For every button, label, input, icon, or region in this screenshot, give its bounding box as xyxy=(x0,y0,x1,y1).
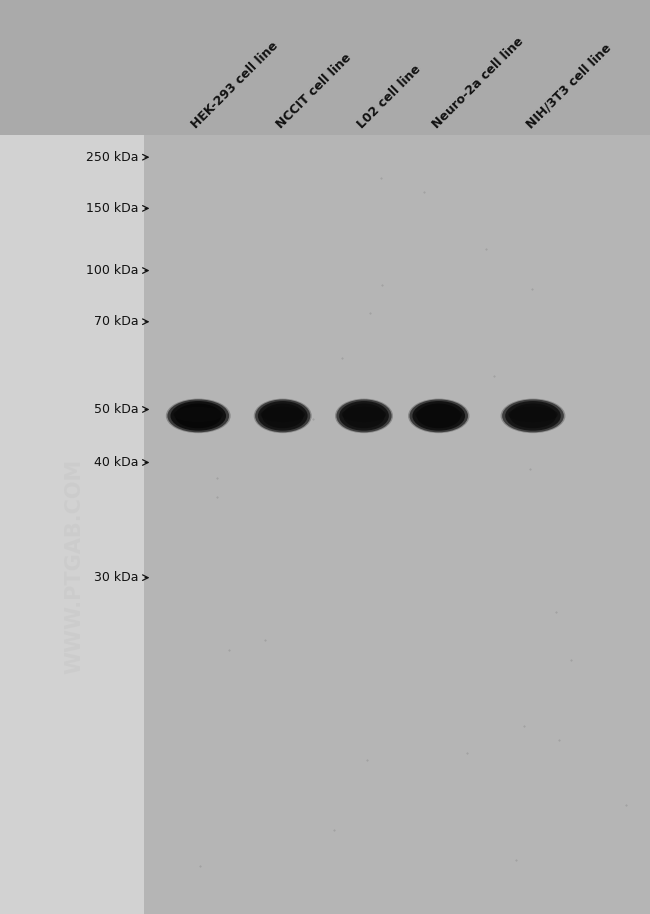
Ellipse shape xyxy=(174,407,223,422)
Text: 100 kDa: 100 kDa xyxy=(86,264,138,277)
Bar xyxy=(0,135,144,914)
Ellipse shape xyxy=(413,401,465,430)
Ellipse shape xyxy=(508,407,558,422)
Text: NCCIT cell line: NCCIT cell line xyxy=(274,50,354,131)
Text: HEK-293 cell line: HEK-293 cell line xyxy=(189,38,281,131)
Text: WWW.PTGAB.COM: WWW.PTGAB.COM xyxy=(65,459,84,675)
Text: 70 kDa: 70 kDa xyxy=(94,315,138,328)
Ellipse shape xyxy=(168,399,229,432)
Ellipse shape xyxy=(342,407,386,422)
Ellipse shape xyxy=(415,407,462,422)
Text: Neuro-2a cell line: Neuro-2a cell line xyxy=(430,35,526,131)
Ellipse shape xyxy=(166,399,231,433)
Text: 50 kDa: 50 kDa xyxy=(94,403,138,416)
Text: 150 kDa: 150 kDa xyxy=(86,202,138,215)
Bar xyxy=(144,135,650,914)
Ellipse shape xyxy=(500,399,566,433)
Text: 40 kDa: 40 kDa xyxy=(94,456,138,469)
Ellipse shape xyxy=(343,404,385,429)
Ellipse shape xyxy=(417,404,461,429)
Ellipse shape xyxy=(261,407,305,422)
Ellipse shape xyxy=(254,399,312,433)
Ellipse shape xyxy=(262,404,304,429)
Text: 30 kDa: 30 kDa xyxy=(94,571,138,584)
Ellipse shape xyxy=(335,399,393,433)
Text: 250 kDa: 250 kDa xyxy=(86,151,138,164)
Ellipse shape xyxy=(510,404,556,429)
Ellipse shape xyxy=(170,401,226,430)
Ellipse shape xyxy=(410,399,468,432)
Text: NIH/3T3 cell line: NIH/3T3 cell line xyxy=(524,41,614,131)
Ellipse shape xyxy=(337,399,391,432)
Text: L02 cell line: L02 cell line xyxy=(355,62,423,131)
Ellipse shape xyxy=(175,404,222,429)
Ellipse shape xyxy=(255,399,311,432)
Ellipse shape xyxy=(408,399,469,433)
Ellipse shape xyxy=(505,401,561,430)
Ellipse shape xyxy=(258,401,307,430)
Ellipse shape xyxy=(339,401,389,430)
Ellipse shape xyxy=(502,399,564,432)
